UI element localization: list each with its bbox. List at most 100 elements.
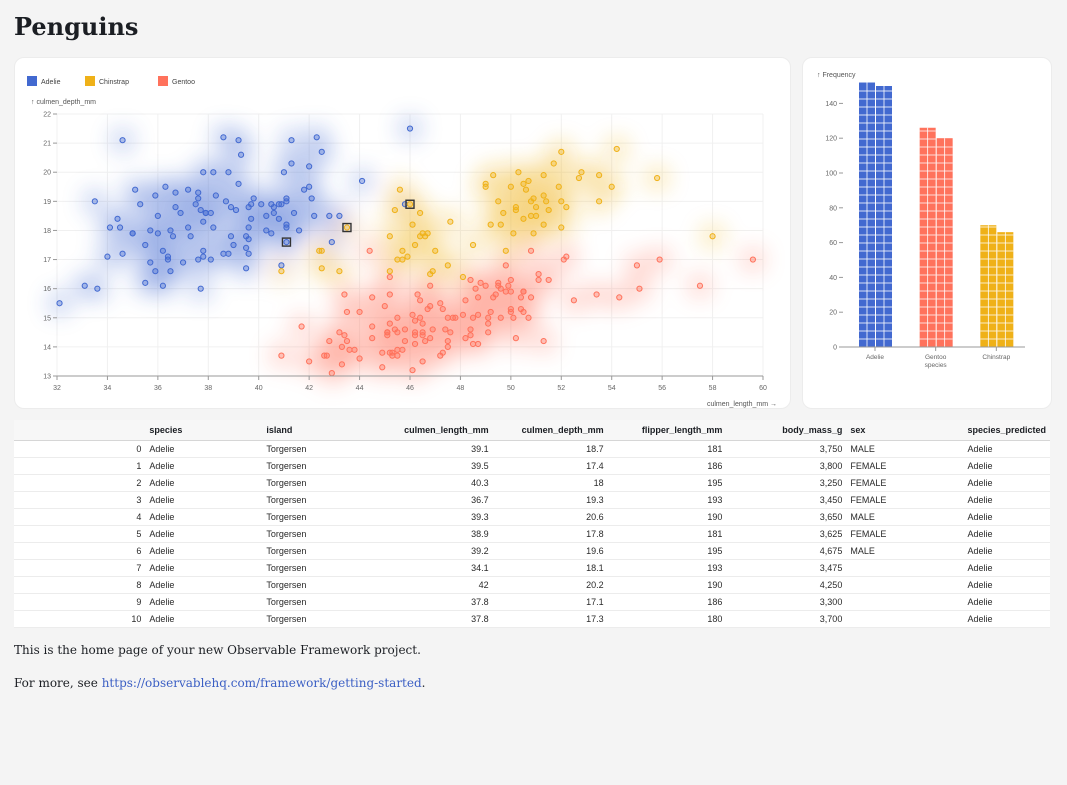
table-cell: 17.3 <box>492 610 608 628</box>
scatter-point <box>636 285 643 292</box>
scatter-point <box>409 311 416 318</box>
column-header[interactable]: flipper_length_mm <box>607 420 727 441</box>
table-cell: 186 <box>607 457 727 475</box>
table-row[interactable]: 9 Adelie Torgersen 37.8 17.1 186 3,300 Adelie <box>14 593 1050 611</box>
density-blob <box>743 250 762 269</box>
scatter-point <box>459 273 467 281</box>
scatter-point <box>248 215 255 222</box>
scatter-point <box>386 273 393 281</box>
bar-chart[interactable]: 0 20 40 60 80 100 120 140 ↑ Frequency Adelie Gento… <box>803 58 1051 408</box>
table-cell: Adelie <box>145 542 263 560</box>
scatter-point <box>515 169 522 176</box>
data-table-container[interactable]: species island culmen_length_mm culmen_dept… <box>14 420 1050 628</box>
scatter-point <box>152 192 159 199</box>
scatter-point <box>444 314 451 321</box>
scatter-point <box>500 209 507 217</box>
density-blob <box>98 247 117 266</box>
table-row[interactable]: 5 Adelie Torgersen 38.9 17.8 181 3,625 FEMALE Ad… <box>14 525 1050 543</box>
scatter-point <box>427 282 434 289</box>
scatter-point <box>369 323 376 330</box>
scatter-point <box>177 209 184 217</box>
column-header[interactable]: species <box>145 420 263 441</box>
scatter-point <box>411 241 419 249</box>
table-row[interactable]: 1 Adelie Torgersen 39.5 17.4 186 3,800 FEMALE Ad… <box>14 457 1050 475</box>
scatter-point <box>386 349 393 356</box>
table-cell: 190 <box>607 576 727 594</box>
getting-started-link[interactable]: https://observablehq.com/framework/getti… <box>101 676 422 690</box>
density-blob <box>380 227 399 246</box>
table-row[interactable]: 0 Adelie Torgersen 39.1 18.7 181 3,750 MALE Adel… <box>14 440 1050 458</box>
selected-point-marker <box>405 199 415 209</box>
density-blob <box>307 128 326 147</box>
table-cell: Adelie <box>963 508 1050 526</box>
density-blob <box>461 326 480 345</box>
density-blob <box>312 142 331 161</box>
y-axis-label: ↑ culmen_depth_mm <box>31 99 96 106</box>
density-blob <box>380 314 399 333</box>
scatter-point <box>167 227 174 234</box>
column-header[interactable]: body_mass_g <box>726 420 847 441</box>
intro-text: This is the home page of your new Observ… <box>14 643 421 657</box>
scatter-point <box>485 329 492 336</box>
density-blob <box>136 236 155 254</box>
scatter-point <box>119 250 126 257</box>
table-cell: Torgersen <box>262 525 380 543</box>
scatter-point <box>381 303 388 310</box>
scatter-point <box>510 314 517 321</box>
scatter-point <box>245 224 252 231</box>
scatter-point <box>487 221 494 228</box>
density-blob <box>650 250 669 269</box>
scatter-card: 32 34 36 38 40 42 44 46 48 50 52 54 56 58 60 13 14 15 16 17… <box>14 57 791 409</box>
scatter-plot[interactable]: 32 34 36 38 40 42 44 46 48 50 52 54 56 58 60 13 14 15 16 17… <box>15 58 790 408</box>
y-tick-label: 140 <box>825 101 837 108</box>
scatter-point <box>200 218 207 225</box>
bar-card: 0 20 40 60 80 100 120 140 ↑ Frequency Adelie Gento… <box>802 57 1052 409</box>
scatter-point <box>283 238 290 246</box>
table-row[interactable]: 2 Adelie Torgersen 40.3 18 195 3,250 FEMALE Adel… <box>14 474 1050 492</box>
scatter-point <box>411 340 419 348</box>
density-blob <box>302 189 321 208</box>
legend-label: Chinstrap <box>99 79 129 86</box>
column-header[interactable]: culmen_depth_mm <box>492 420 608 441</box>
table-row[interactable]: 3 Adelie Torgersen 36.7 19.3 193 3,450 FEMALE Ad… <box>14 491 1050 509</box>
column-header[interactable]: island <box>262 420 380 441</box>
table-body: 0 Adelie Torgersen 39.1 18.7 181 3,750 MALE Adel… <box>14 440 1050 628</box>
density-blob <box>239 218 258 237</box>
scatter-point <box>159 282 166 289</box>
scatter-point <box>366 247 373 254</box>
table-cell: Adelie <box>145 474 263 492</box>
x-tick-label: 42 <box>305 385 313 392</box>
y-tick-label: 40 <box>829 275 837 282</box>
scatter-point <box>195 256 202 263</box>
scatter-point <box>159 247 166 254</box>
scatter-point <box>404 253 411 260</box>
table-row[interactable]: 7 Adelie Torgersen 34.1 18.1 193 3,475 Adelie <box>14 559 1050 577</box>
x-tick-label: 60 <box>759 385 767 392</box>
table-row[interactable]: 4 Adelie Torgersen 39.3 20.6 190 3,650 MALE Adel… <box>14 508 1050 526</box>
scatter-point <box>104 253 111 260</box>
scatter-point <box>343 224 351 231</box>
scatter-point <box>91 198 98 205</box>
scatter-point <box>540 192 547 199</box>
column-header[interactable]: species_predicted <box>963 420 1050 441</box>
scatter-point <box>235 180 242 187</box>
table-cell <box>846 576 964 594</box>
column-header[interactable]: sex <box>846 420 964 441</box>
column-header[interactable] <box>14 420 146 441</box>
scatter-point <box>235 137 242 144</box>
table-cell: 195 <box>607 474 727 492</box>
table-row[interactable]: 8 Adelie Torgersen 42 20.2 190 4,250 Adelie <box>14 576 1050 594</box>
y-tick-label: 0 <box>833 345 837 352</box>
column-header[interactable]: culmen_length_mm <box>379 420 493 441</box>
density-blob <box>411 203 430 222</box>
table-row[interactable]: 10 Adelie Torgersen 37.8 17.3 180 3,700 Adelie <box>14 610 1050 628</box>
table-row[interactable]: 6 Adelie Torgersen 39.2 19.6 195 4,675 MALE Adel… <box>14 542 1050 560</box>
table-cell: Adelie <box>963 440 1050 458</box>
scatter-point <box>379 349 386 356</box>
table-cell: 39.5 <box>379 457 493 475</box>
density-blob <box>453 305 472 324</box>
scatter-point <box>570 297 577 304</box>
table-cell: Adelie <box>145 525 263 543</box>
density-blob <box>456 291 475 310</box>
scatter-point <box>527 212 535 219</box>
